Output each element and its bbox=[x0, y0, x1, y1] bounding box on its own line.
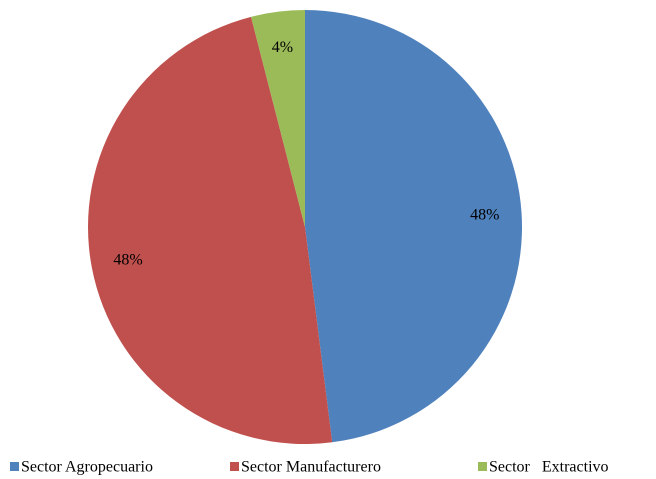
pie-slice bbox=[251, 10, 305, 227]
legend-swatch bbox=[478, 462, 487, 471]
legend-label: Sector Manufacturero bbox=[241, 459, 381, 476]
data-label: 48% bbox=[470, 206, 499, 223]
legend-label: Sector Extractivo bbox=[489, 459, 609, 476]
pie-slice bbox=[88, 16, 333, 444]
pie-slice bbox=[305, 10, 522, 443]
legend-swatch bbox=[10, 462, 19, 471]
data-label: 4% bbox=[272, 39, 293, 56]
legend-label: Sector Agropecuario bbox=[21, 459, 153, 476]
data-label: 48% bbox=[113, 251, 142, 268]
legend-swatch bbox=[230, 462, 239, 471]
